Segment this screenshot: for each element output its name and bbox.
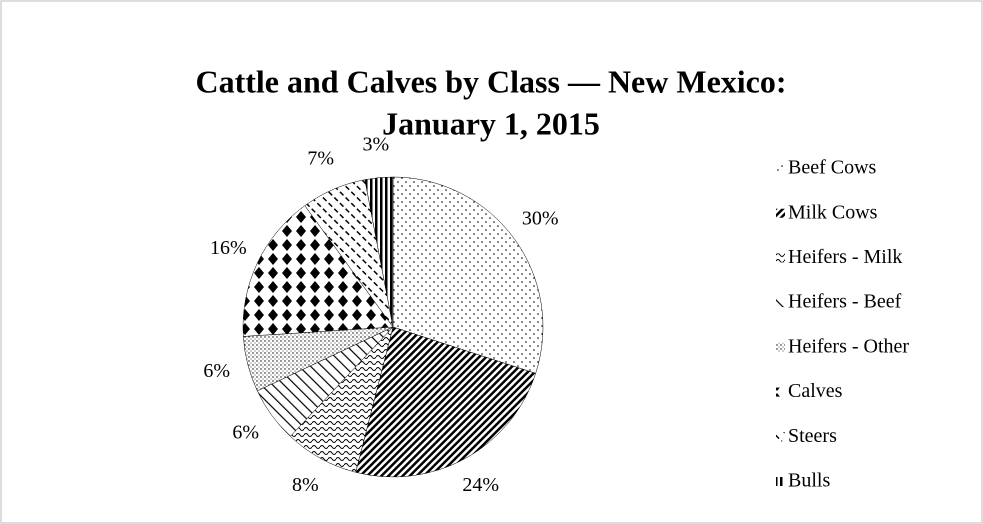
legend-label: Heifers - Beef bbox=[788, 291, 902, 313]
legend-swatch bbox=[776, 342, 785, 352]
legend-label: Bulls bbox=[788, 470, 830, 492]
legend-label: Beef Cows bbox=[788, 157, 877, 179]
data-label: 30% bbox=[522, 208, 559, 230]
data-label: 6% bbox=[232, 422, 259, 444]
pie-slice bbox=[242, 205, 394, 337]
pie-slice bbox=[364, 176, 394, 328]
data-label: 7% bbox=[307, 148, 334, 170]
legend-label: Calves bbox=[788, 380, 843, 402]
data-label: 3% bbox=[363, 133, 390, 155]
chart-subtitle: January 1, 2015 bbox=[382, 105, 600, 141]
legend-label: Heifers - Milk bbox=[788, 246, 902, 268]
data-label: 24% bbox=[462, 474, 499, 496]
legend-swatch bbox=[776, 387, 785, 397]
legend-swatch bbox=[776, 164, 785, 173]
legend-label: Milk Cows bbox=[788, 201, 878, 223]
legend-label: Heifers - Other bbox=[788, 335, 909, 357]
legend-label: Steers bbox=[788, 425, 837, 447]
data-label: 8% bbox=[292, 474, 319, 496]
pie-slice bbox=[355, 326, 536, 478]
legend-swatch bbox=[776, 477, 785, 486]
legend-swatch bbox=[776, 208, 785, 218]
pie-slice bbox=[392, 176, 544, 374]
legend-swatch bbox=[776, 253, 785, 263]
data-label: 6% bbox=[203, 360, 230, 382]
legend-swatch bbox=[776, 432, 785, 442]
legend-swatch bbox=[776, 298, 785, 308]
data-label: 16% bbox=[210, 237, 247, 259]
chart-title: Cattle and Calves by Class — New Mexico: bbox=[195, 63, 786, 99]
